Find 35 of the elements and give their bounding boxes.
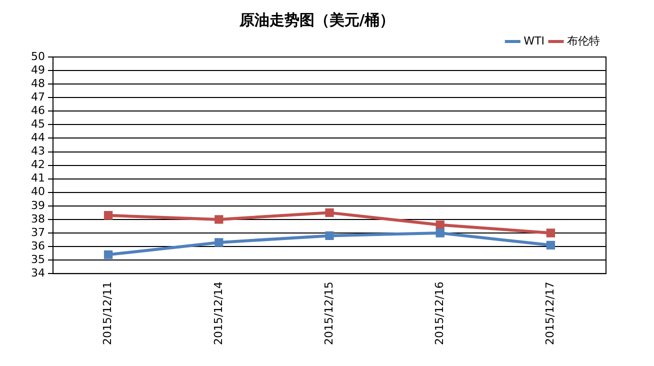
y-tick-label: 39 <box>30 198 45 212</box>
y-tick-label: 37 <box>30 226 45 239</box>
y-tick-label: 40 <box>30 185 45 198</box>
x-tick-label: 2015/12/16 <box>432 282 446 346</box>
y-tick-label: 42 <box>30 158 45 172</box>
point <box>436 220 444 230</box>
point <box>104 211 113 220</box>
point <box>436 228 444 238</box>
y-tick-label: 41 <box>30 172 45 185</box>
y-tick-label: 49 <box>30 63 45 76</box>
y-tick-label: 43 <box>30 144 45 158</box>
x-tick-label: 2015/12/11 <box>101 282 114 346</box>
chart-title: 原油走势图（美元/桶） <box>238 10 395 29</box>
x-tick-label: 2015/12/17 <box>544 282 557 346</box>
point <box>214 238 224 247</box>
y-tick-label: 36 <box>30 239 45 252</box>
legend-label: WTI <box>524 34 545 48</box>
y-tick-label: 44 <box>30 131 45 144</box>
point <box>214 215 224 224</box>
point <box>104 250 113 259</box>
point <box>546 228 556 238</box>
y-tick-label: 34 <box>30 266 45 280</box>
point <box>325 208 334 218</box>
point <box>546 240 556 250</box>
y-tick-label: 35 <box>30 252 45 266</box>
y-tick-label: 48 <box>30 76 45 90</box>
y-tick-label: 46 <box>30 104 45 118</box>
legend-label: 布伦特 <box>567 34 600 48</box>
y-tick-label: 47 <box>30 90 45 104</box>
x-tick-label: 2015/12/15 <box>322 282 336 346</box>
x-tick-label: 2015/12/14 <box>212 282 225 346</box>
y-tick-label: 50 <box>30 50 45 63</box>
y-tick-label: 38 <box>30 212 45 226</box>
y-tick-label: 45 <box>30 118 45 131</box>
point <box>325 231 334 240</box>
